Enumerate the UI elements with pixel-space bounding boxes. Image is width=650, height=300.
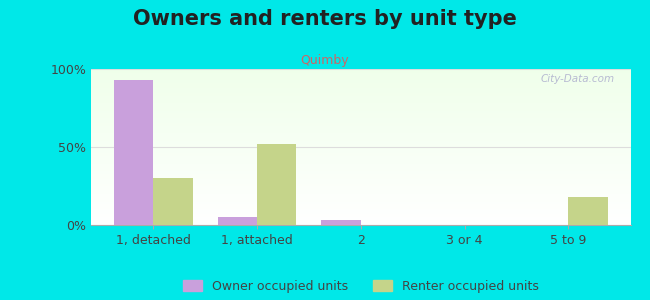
Legend: Owner occupied units, Renter occupied units: Owner occupied units, Renter occupied un… bbox=[178, 275, 543, 298]
Bar bbox=[153, 178, 192, 225]
Text: City-Data.com: City-Data.com bbox=[540, 74, 614, 84]
Text: Owners and renters by unit type: Owners and renters by unit type bbox=[133, 9, 517, 29]
Bar bbox=[114, 80, 153, 225]
Bar bbox=[568, 197, 608, 225]
Bar bbox=[218, 217, 257, 225]
Text: Quimby: Quimby bbox=[301, 54, 349, 67]
Bar bbox=[321, 220, 361, 225]
Bar bbox=[257, 144, 296, 225]
